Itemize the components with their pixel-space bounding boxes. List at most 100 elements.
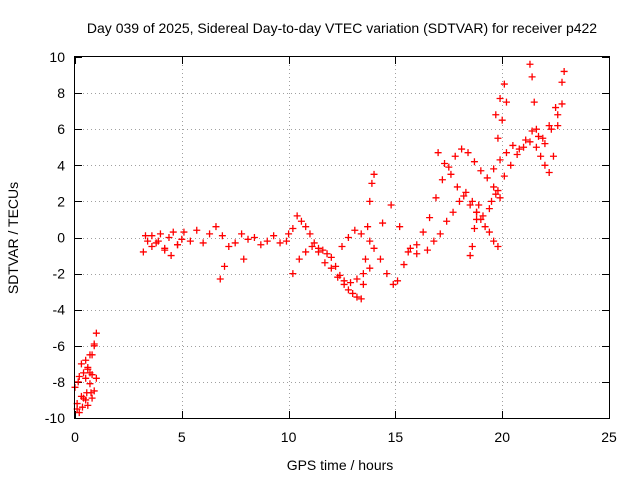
data-point [75, 409, 83, 417]
data-point [460, 192, 468, 200]
data-point [141, 232, 149, 240]
data-point [218, 232, 226, 240]
data-point [500, 80, 508, 88]
data-point [225, 243, 233, 251]
data-point [532, 125, 540, 133]
data-point [240, 255, 248, 263]
data-point [447, 170, 455, 178]
y-tick-label: -8 [53, 374, 66, 390]
data-point [86, 351, 94, 359]
data-point [80, 369, 88, 377]
data-point [357, 230, 365, 238]
data-point [496, 156, 504, 164]
data-point [289, 270, 297, 278]
data-point [558, 78, 566, 86]
x-axis-label: GPS time / hours [287, 457, 394, 473]
data-point [344, 234, 352, 241]
data-point [368, 179, 376, 187]
data-point [334, 273, 342, 281]
data-point [77, 360, 85, 368]
data-point [302, 248, 310, 256]
data-point [351, 226, 359, 234]
data-point [349, 289, 357, 297]
data-point [293, 212, 301, 220]
data-point [485, 205, 493, 213]
data-point [502, 98, 510, 106]
y-tick-label: -10 [45, 410, 65, 426]
data-point [443, 217, 451, 225]
data-point [148, 232, 156, 240]
data-point [530, 98, 538, 106]
data-point [434, 149, 442, 157]
data-point [199, 239, 207, 247]
data-point [464, 149, 472, 157]
y-tick-label: -2 [53, 266, 66, 282]
data-point [161, 246, 169, 254]
data-point [498, 116, 506, 124]
data-point [470, 224, 478, 232]
data-point [496, 194, 504, 202]
data-point [488, 197, 496, 205]
data-point [387, 201, 395, 209]
data-point [148, 243, 156, 251]
data-point [321, 259, 329, 267]
data-point [558, 100, 566, 108]
data-point [490, 237, 498, 245]
data-point [404, 248, 412, 256]
data-point [154, 237, 162, 245]
data-point [453, 183, 461, 191]
y-tick-label: 6 [57, 121, 65, 137]
data-point [441, 159, 449, 167]
data-point [430, 237, 438, 245]
data-point [250, 234, 258, 241]
data-point [494, 243, 502, 251]
data-point [180, 228, 188, 236]
data-point [221, 262, 229, 270]
y-tick-label: 0 [57, 230, 65, 246]
data-point [451, 152, 459, 160]
data-point [366, 197, 374, 205]
data-point [92, 329, 100, 337]
data-point [206, 230, 214, 238]
x-tick-label: 0 [71, 429, 79, 445]
data-point [535, 132, 543, 140]
data-point [340, 277, 348, 285]
data-point [353, 293, 361, 301]
data-point [554, 122, 562, 130]
data-point [528, 127, 536, 135]
data-point [494, 134, 502, 142]
data-point [438, 176, 446, 184]
data-point [468, 243, 476, 251]
data-point [537, 152, 545, 160]
data-point [285, 230, 293, 238]
data-point [315, 248, 323, 256]
data-point [193, 226, 201, 234]
y-tick-label: 4 [57, 157, 65, 173]
data-point [308, 243, 316, 251]
data-point [156, 230, 164, 238]
x-tick-label: 20 [494, 429, 510, 445]
data-point [244, 235, 252, 243]
data-point [413, 241, 421, 249]
data-point [359, 270, 367, 278]
data-point [466, 252, 474, 260]
data-point [327, 253, 335, 261]
data-point [445, 163, 453, 171]
data-point [413, 250, 421, 258]
data-point [522, 136, 530, 144]
data-point [458, 145, 466, 153]
data-point [327, 264, 335, 272]
data-point [560, 67, 568, 75]
grid-lines [75, 57, 609, 418]
x-tick-label: 10 [281, 429, 297, 445]
data-point [357, 295, 365, 303]
data-point [186, 237, 194, 245]
y-tick-label: -4 [53, 302, 66, 318]
data-point [82, 396, 90, 404]
data-point [289, 224, 297, 232]
x-tick-label: 5 [178, 429, 186, 445]
data-point [276, 239, 284, 247]
data-point [144, 237, 152, 245]
data-point [270, 232, 278, 240]
y-tick-label: 8 [57, 85, 65, 101]
